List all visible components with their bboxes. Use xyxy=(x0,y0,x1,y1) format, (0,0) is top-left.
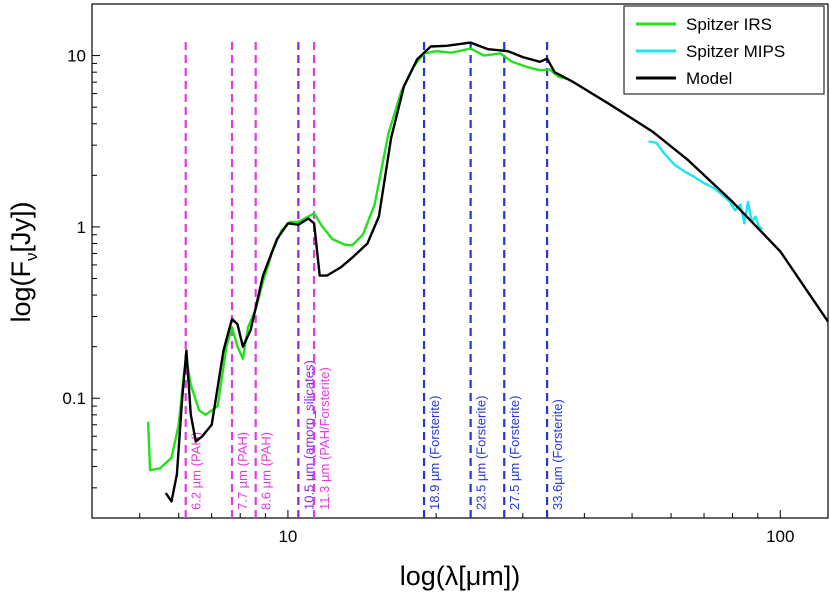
x-tick-label: 100 xyxy=(766,527,794,546)
feature-label: 8.6 µm (PAH) xyxy=(259,432,274,510)
y-tick-label: 1 xyxy=(77,218,86,237)
y-axis-title-end: [Jy]) xyxy=(6,201,36,252)
legend-label: Spitzer MIPS xyxy=(686,42,785,61)
y-tick-label: 0.1 xyxy=(62,389,86,408)
series-line xyxy=(146,47,568,472)
series-line xyxy=(164,41,829,503)
feature-label: 27.5 µm (Forsterite) xyxy=(507,396,522,510)
feature-lines: 6.2 µm (PAH) 7.7 µm (PAH) 8.6 µm (PAH) 10.5… xyxy=(184,42,565,518)
y-axis-title-subscript: ν xyxy=(22,252,41,261)
y-tick-label: 10 xyxy=(67,47,86,66)
feature-label: 18.9 µm (Forsterite) xyxy=(427,396,442,510)
feature-label: 7.7 µm (PAH) xyxy=(235,432,250,510)
feature-label: 10.5 µm (amorp_silicates) xyxy=(301,360,316,510)
feature-label: 33.6µm (Forsterite) xyxy=(550,399,565,510)
x-tick-label: 10 xyxy=(278,527,297,546)
feature-label: 6.2 µm (PAH) xyxy=(189,432,204,510)
series-lines xyxy=(146,41,829,503)
legend-label: Spitzer IRS xyxy=(686,15,772,34)
y-axis-title-main: log(F xyxy=(6,261,36,323)
legend: Spitzer IRS Spitzer MIPS Model xyxy=(623,5,825,95)
feature-label: 23.5 µm (Forsterite) xyxy=(474,396,489,510)
y-axis-title: log(Fν[Jy]) xyxy=(6,201,41,322)
legend-label: Model xyxy=(686,69,732,88)
feature-label: 11.3 µm (PAH/Forsterite) xyxy=(317,367,332,510)
axis-ticks: 10 100 0.1 1 10 xyxy=(62,3,794,546)
x-axis-title: log(λ[μm]) xyxy=(400,561,521,591)
